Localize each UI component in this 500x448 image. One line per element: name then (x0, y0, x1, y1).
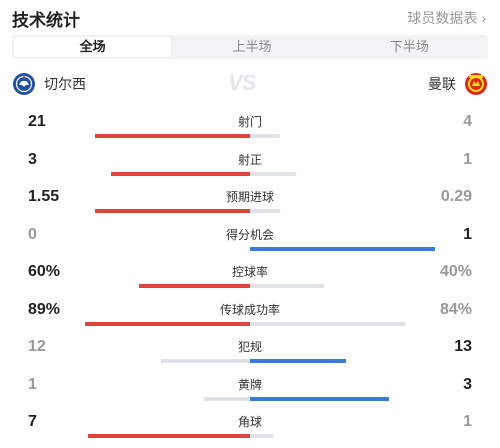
stat-label: 黄牌 (237, 377, 262, 392)
home-value: 1 (28, 375, 37, 393)
stat-row: 60% 控球率 40% (0, 262, 500, 298)
home-bar (203, 396, 250, 401)
home-bar (94, 134, 250, 138)
home-team: 切尔西 (12, 72, 86, 96)
stat-label: 射正 (237, 152, 262, 167)
period-tabs: 全场 上半场 下半场 (12, 35, 488, 59)
stat-label: 传球成功率 (219, 302, 280, 317)
away-bar (250, 246, 435, 251)
stat-label: 角球 (237, 415, 262, 429)
chevron-right-icon: › (481, 10, 486, 26)
home-value: 3 (28, 150, 37, 168)
home-bar (161, 359, 250, 363)
away-team: 曼联 (428, 72, 488, 96)
stat-label: 射门 (237, 115, 262, 129)
away-bar (250, 134, 280, 138)
away-value: 3 (463, 375, 472, 393)
away-value: 13 (454, 338, 472, 355)
away-value: 0.29 (440, 188, 472, 205)
away-bar (250, 321, 406, 326)
stats-header: 技术统计 球员数据表 › (0, 0, 500, 34)
home-bar (139, 284, 250, 288)
stat-row: 0 得分机会 1 (0, 225, 500, 261)
teams-row: 切尔西 VS 曼联 (0, 68, 500, 102)
stat-row: 1.55 预期进球 0.29 (0, 187, 500, 223)
stat-row: 7 角球 1 (0, 412, 500, 448)
away-value: 84% (439, 300, 472, 318)
away-bar (250, 359, 347, 363)
stat-row: 12 犯规 13 (0, 337, 500, 373)
away-value: 40% (439, 263, 472, 280)
section-title: 技术统计 (12, 11, 80, 30)
home-value: 89% (28, 300, 61, 318)
away-bar (250, 284, 324, 288)
home-bar (94, 209, 250, 213)
away-team-name: 曼联 (428, 76, 456, 92)
home-value: 0 (28, 225, 37, 243)
stat-label: 预期进球 (225, 190, 274, 204)
away-value: 1 (463, 413, 472, 430)
stat-label: 犯规 (237, 340, 262, 354)
player-stats-link[interactable]: 球员数据表 › (407, 8, 486, 28)
away-value: 4 (463, 113, 472, 130)
away-value: 1 (463, 150, 472, 168)
stat-row: 89% 传球成功率 84% (0, 300, 500, 336)
home-bar (88, 434, 250, 438)
stat-label: 控球率 (231, 265, 268, 279)
tab-full-match[interactable]: 全场 (14, 37, 172, 57)
home-team-name: 切尔西 (44, 76, 86, 92)
home-value: 21 (28, 113, 46, 130)
home-bar (85, 321, 250, 326)
player-stats-link-label: 球员数据表 (407, 10, 478, 26)
home-bar (111, 171, 250, 176)
stat-row: 1 黄牌 3 (0, 375, 500, 411)
away-bar (250, 396, 389, 401)
away-bar (250, 209, 280, 213)
tab-second-half[interactable]: 下半场 (389, 39, 429, 54)
stat-label: 得分机会 (225, 227, 274, 242)
home-value: 7 (28, 413, 37, 430)
home-value: 12 (28, 338, 46, 355)
tab-first-half[interactable]: 上半场 (232, 39, 272, 54)
chelsea-crest-icon (13, 73, 35, 95)
manchester-united-crest-icon (465, 73, 487, 95)
home-value: 1.55 (28, 188, 60, 205)
away-value: 1 (463, 225, 472, 243)
home-value: 60% (28, 263, 61, 280)
vs-mark: VS (228, 70, 256, 95)
stat-row: 3 射正 1 (0, 150, 500, 186)
away-bar (250, 434, 274, 438)
stat-row: 21 射门 4 (0, 112, 500, 148)
away-bar (250, 171, 297, 176)
